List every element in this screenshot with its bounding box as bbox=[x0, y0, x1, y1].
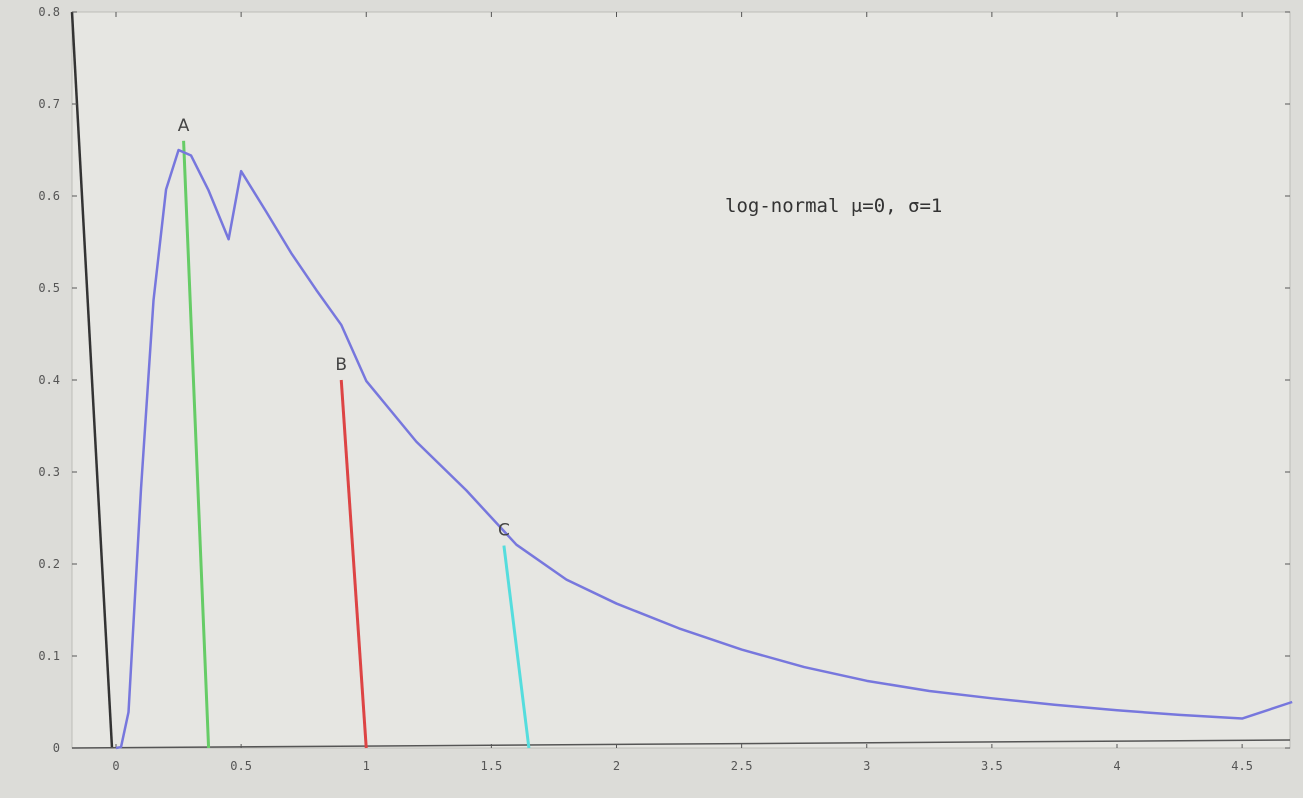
x-tick-label: 1.5 bbox=[481, 759, 503, 773]
x-tick-label: 0.5 bbox=[230, 759, 252, 773]
x-tick-label: 1 bbox=[363, 759, 370, 773]
marker-label-b: B bbox=[335, 355, 347, 375]
y-tick-label: 0.8 bbox=[38, 5, 60, 19]
x-tick-label: 2 bbox=[613, 759, 620, 773]
marker-label-c: C bbox=[498, 521, 510, 541]
x-tick-label: 0 bbox=[112, 759, 119, 773]
y-tick-label: 0 bbox=[53, 741, 60, 755]
y-tick-label: 0.5 bbox=[38, 281, 60, 295]
y-tick-label: 0.2 bbox=[38, 557, 60, 571]
x-tick-label: 4 bbox=[1113, 759, 1120, 773]
x-tick-label: 3.5 bbox=[981, 759, 1003, 773]
y-tick-label: 0.7 bbox=[38, 97, 60, 111]
y-tick-label: 0.4 bbox=[38, 373, 60, 387]
x-axis-line bbox=[71, 739, 1291, 749]
marker-line-a bbox=[182, 140, 211, 749]
y-tick-label: 0.3 bbox=[38, 465, 60, 479]
y-axis-line bbox=[70, 11, 114, 749]
marker-line-b bbox=[339, 379, 368, 749]
x-tick-label: 4.5 bbox=[1231, 759, 1253, 773]
x-tick-label: 2.5 bbox=[731, 759, 753, 773]
marker-line-c bbox=[502, 545, 531, 749]
series-line bbox=[115, 148, 1293, 750]
x-tick-label: 3 bbox=[863, 759, 870, 773]
y-tick-label: 0.6 bbox=[38, 189, 60, 203]
marker-label-a: A bbox=[178, 116, 190, 136]
y-tick-label: 0.1 bbox=[38, 649, 60, 663]
legend-text: log-normal μ=0, σ=1 bbox=[725, 195, 942, 217]
plot-area bbox=[71, 11, 1291, 749]
